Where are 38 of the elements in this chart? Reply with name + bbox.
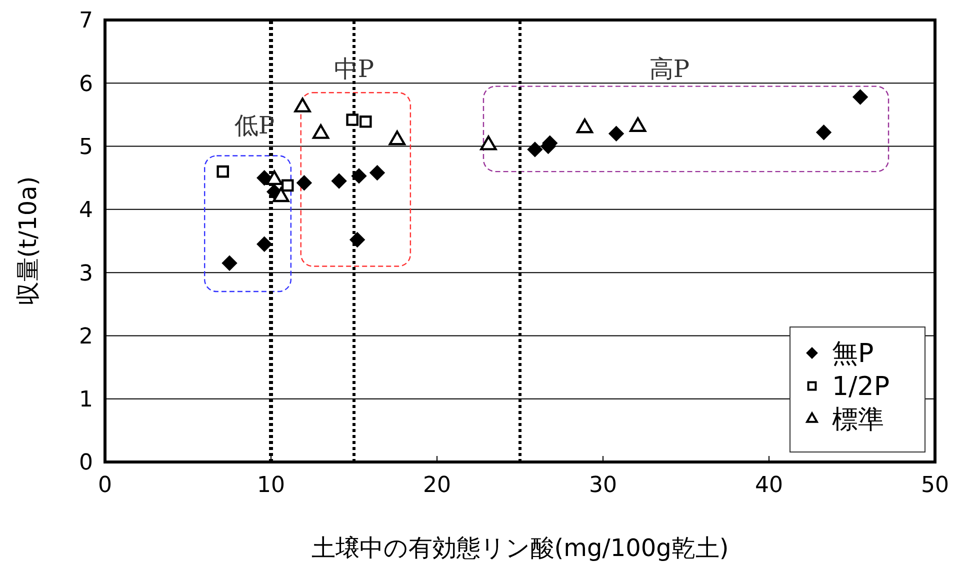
- point: [816, 124, 832, 140]
- point: [256, 236, 272, 252]
- x-tick-label: 30: [589, 473, 617, 498]
- annotation: 中P: [334, 54, 374, 83]
- legend-label: 1/2P: [832, 372, 890, 402]
- x-tick-label: 0: [98, 473, 112, 498]
- point: [351, 168, 367, 184]
- point: [256, 170, 272, 186]
- x-tick-label: 20: [423, 473, 451, 498]
- point: [527, 142, 543, 158]
- x-tick-label: 50: [921, 473, 949, 498]
- y-tick-label: 4: [79, 198, 93, 224]
- legend-label: 無P: [832, 339, 874, 370]
- y-tick-label: 0: [79, 450, 93, 476]
- annotation: 高P: [649, 54, 690, 83]
- x-tick-label: 40: [755, 473, 783, 498]
- point: [296, 175, 312, 191]
- annotation: 低P: [234, 112, 274, 140]
- point: [608, 126, 624, 142]
- y-tick-label: 1: [79, 388, 93, 413]
- point: [222, 255, 238, 271]
- point: [852, 89, 868, 105]
- point: [346, 114, 358, 126]
- y-tick-label: 7: [79, 8, 93, 34]
- point: [370, 165, 385, 180]
- point: [350, 232, 365, 248]
- x-tick-label: 10: [257, 473, 285, 498]
- point: [281, 179, 294, 192]
- legend-label: 標準: [832, 405, 884, 436]
- y-tick-label: 5: [79, 134, 93, 160]
- y-axis-title: 収量(t/10a): [14, 176, 42, 306]
- x-axis-title: 土壌中の有効態リン酸(mg/100g乾土): [311, 534, 729, 562]
- y-tick-label: 3: [79, 261, 93, 286]
- y-tick-label: 6: [79, 72, 93, 97]
- point: [216, 165, 230, 178]
- point: [359, 116, 372, 128]
- y-tick-label: 2: [79, 324, 93, 350]
- point: [331, 173, 347, 189]
